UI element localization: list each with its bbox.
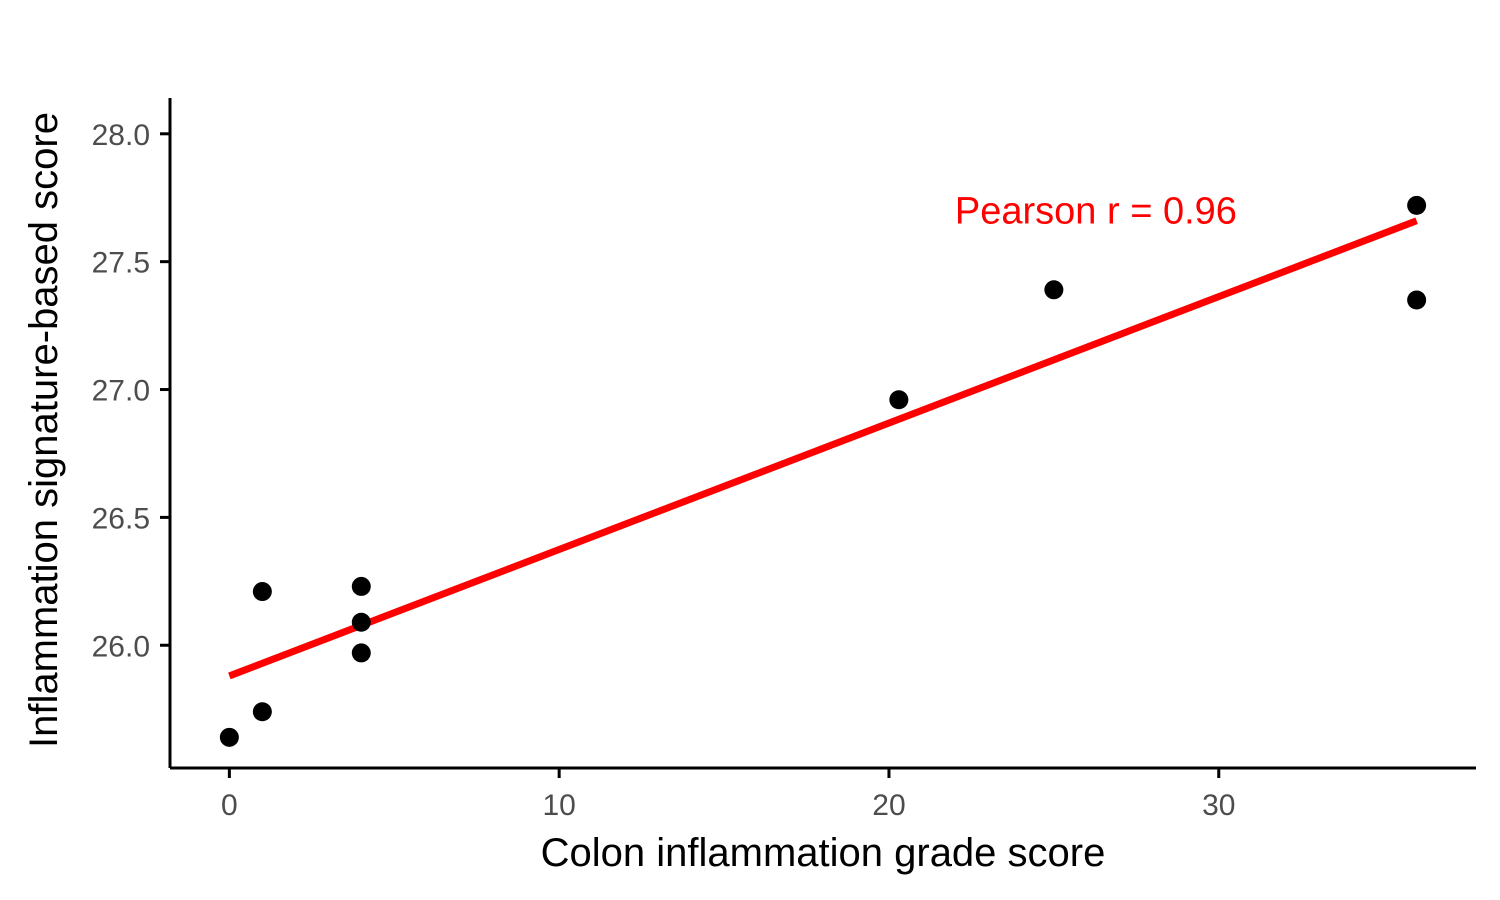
regression-line xyxy=(228,217,1418,680)
y-tick-label: 26.0 xyxy=(92,630,150,663)
data-point xyxy=(351,643,371,663)
x-tick-label: 10 xyxy=(542,789,575,822)
data-point xyxy=(351,612,371,632)
data-point xyxy=(1044,280,1064,300)
data-points xyxy=(219,195,1427,747)
data-point xyxy=(889,390,909,410)
data-point xyxy=(1407,195,1427,215)
data-point xyxy=(1407,290,1427,310)
y-tick-label: 26.5 xyxy=(92,502,150,535)
x-tick-label: 0 xyxy=(221,789,238,822)
y-axis-ticks: 26.0 26.5 27.0 27.5 28.0 xyxy=(92,119,170,663)
y-tick-label: 28.0 xyxy=(92,119,150,152)
y-tick-label: 27.0 xyxy=(92,375,150,408)
y-tick-label: 27.5 xyxy=(92,247,150,280)
x-axis-ticks: 0 10 20 30 xyxy=(221,768,1235,822)
pearson-annotation: Pearson r = 0.96 xyxy=(955,191,1237,233)
y-axis-title: Inflammation signature-based score xyxy=(22,112,66,748)
x-axis-title: Colon inflammation grade score xyxy=(541,831,1106,875)
x-tick-label: 20 xyxy=(872,789,905,822)
data-point xyxy=(252,702,272,722)
data-point xyxy=(351,576,371,596)
data-point xyxy=(219,727,239,747)
data-point xyxy=(252,582,272,602)
x-tick-label: 30 xyxy=(1202,789,1235,822)
